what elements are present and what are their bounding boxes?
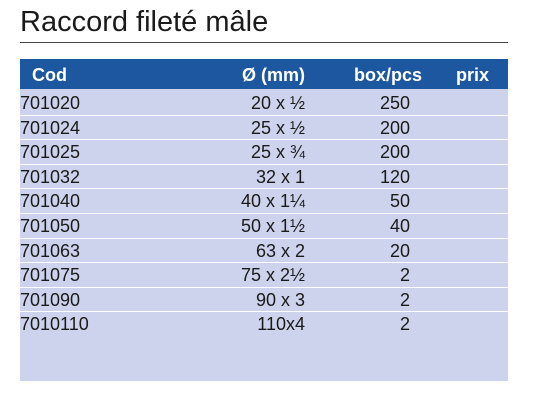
table-row: 701040 40 x 1¼ 50 [20,189,508,214]
table-row: 701032 32 x 1 120 [20,165,508,190]
table-row: 701020 20 x ½ 250 [20,91,508,116]
cell-box-pcs: 40 [389,215,410,236]
table-row: 701024 25 x ½ 200 [20,116,508,141]
column-header-prix: prix [455,65,489,85]
cell-dimension: 20 x ½ [250,93,305,113]
cell-dimension: 25 x ¾ [250,142,305,163]
table-row: 7010110 110x4 2 [20,312,508,337]
product-table: Cod Ø (mm) box/pcs prix 701020 20 x ½ 25… [20,59,508,381]
cell-cod: 701032 [20,166,81,187]
cell-dimension: 90 x 3 [255,289,305,310]
table-body: 701020 20 x ½ 250 701024 25 x ½ 200 7010… [20,91,508,337]
cell-dimension: 32 x 1 [255,166,305,187]
cell-cod: 701050 [20,215,81,236]
cell-box-pcs: 250 [379,93,410,113]
table-row: 701025 25 x ¾ 200 [20,140,508,165]
cell-cod: 7010110 [20,314,89,335]
cell-dimension: 40 x 1¼ [240,191,305,212]
cell-dimension: 75 x 2½ [240,265,305,286]
cell-cod: 701024 [20,117,81,138]
table-header: Cod Ø (mm) box/pcs prix [20,59,508,89]
cell-cod: 701063 [20,240,81,261]
table-row: 701063 63 x 2 20 [20,239,508,264]
cell-dimension: 50 x 1½ [240,215,305,236]
column-header-box-pcs: box/pcs [353,65,422,85]
column-header-dimension: Ø (mm) [242,65,305,85]
cell-dimension: 25 x ½ [250,117,305,138]
cell-cod: 701075 [20,265,81,286]
table-row: 701075 75 x 2½ 2 [20,263,508,288]
cell-cod: 701020 [20,93,81,113]
title-divider [20,42,508,43]
cell-box-pcs: 200 [379,117,410,138]
cell-box-pcs: 120 [379,166,410,187]
cell-dimension: 63 x 2 [255,240,305,261]
cell-box-pcs: 2 [399,314,410,335]
cell-box-pcs: 50 [389,191,410,212]
page-title: Raccord fileté mâle [20,6,269,38]
column-header-cod: Cod [32,65,67,85]
table-row: 701050 50 x 1½ 40 [20,214,508,239]
cell-box-pcs: 200 [379,142,410,163]
table-row: 701090 90 x 3 2 [20,288,508,313]
cell-cod: 701025 [20,142,81,163]
cell-dimension: 110x4 [257,314,305,335]
cell-box-pcs: 2 [399,289,410,310]
cell-box-pcs: 20 [389,240,410,261]
cell-box-pcs: 2 [399,265,410,286]
cell-cod: 701040 [20,191,81,212]
cell-cod: 701090 [20,289,81,310]
